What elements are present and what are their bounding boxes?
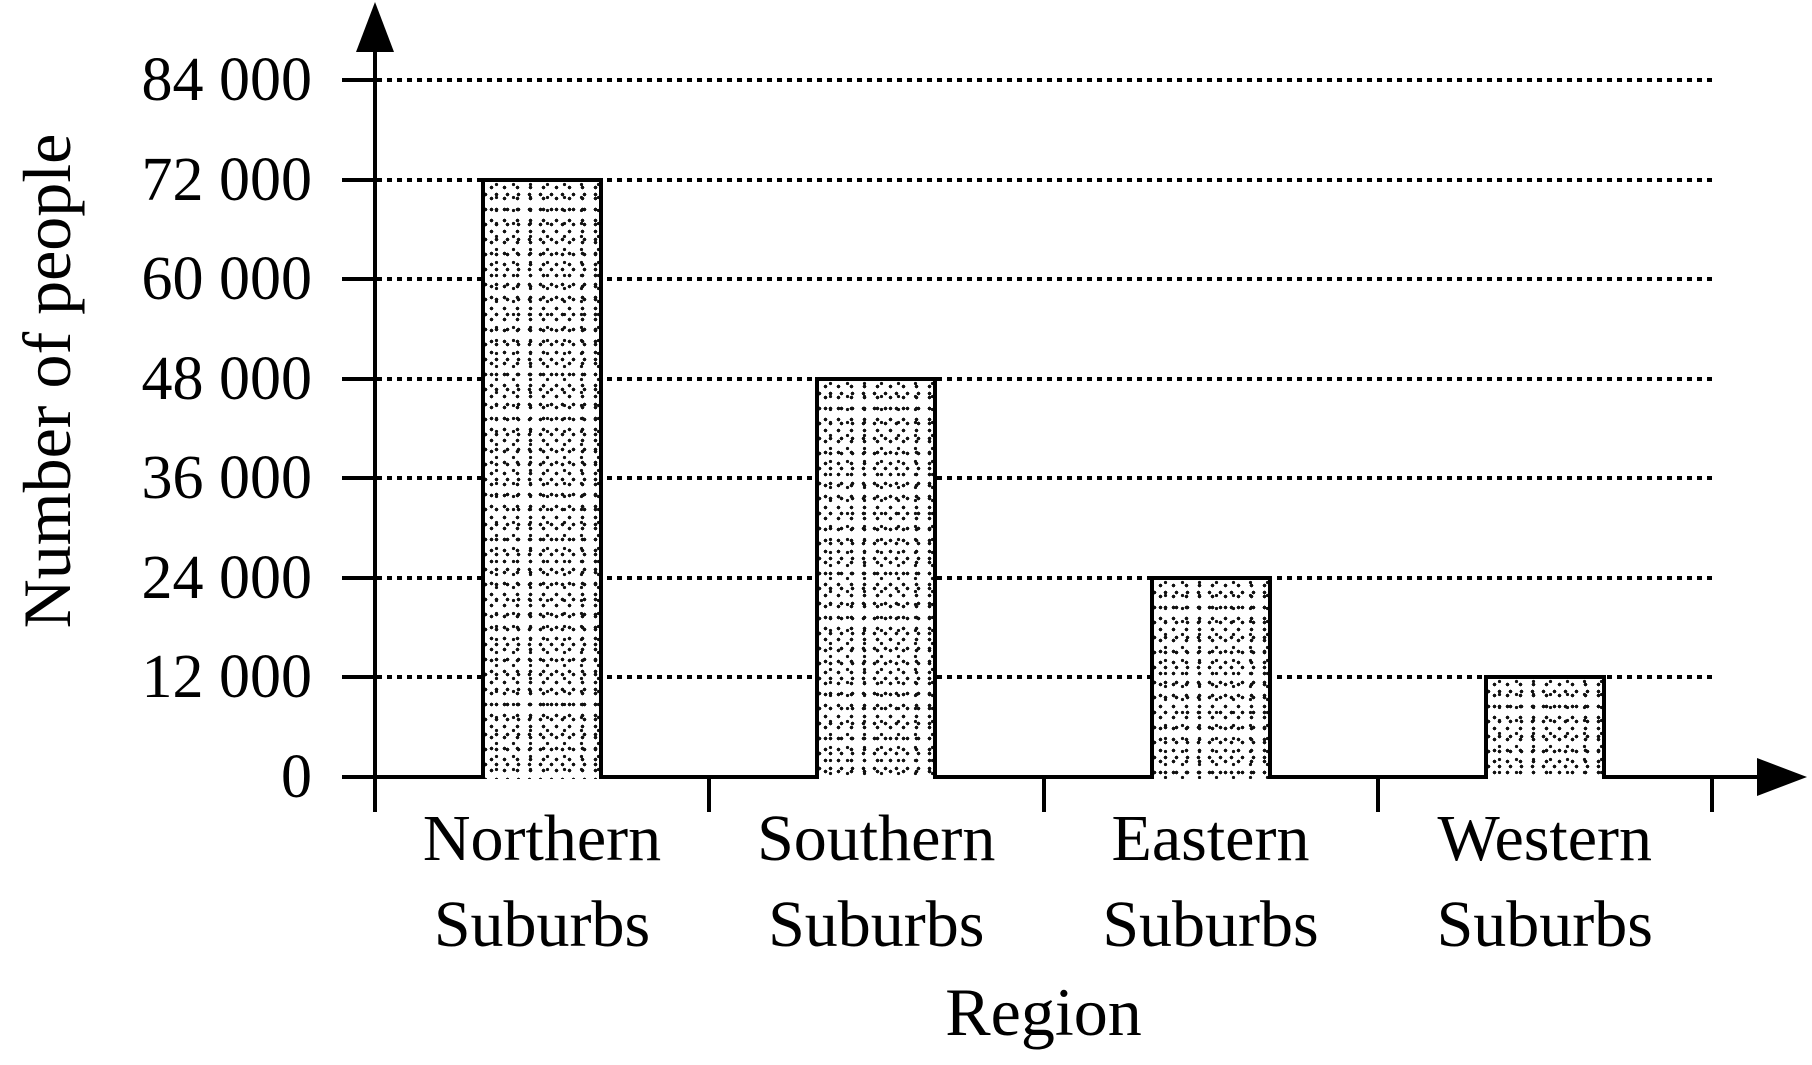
bar-southern-suburbs — [815, 376, 938, 779]
y-axis-tick-60000 — [342, 277, 375, 282]
y-axis-tick-12000 — [342, 675, 375, 680]
gridline-84000 — [377, 78, 1712, 82]
y-tick-label-12000: 12 000 — [141, 643, 313, 712]
gridline-72000 — [377, 177, 1712, 182]
x-tick-label-line: Suburbs — [768, 888, 985, 961]
y-axis-tick-36000 — [342, 476, 375, 481]
x-tick-label-line: Suburbs — [433, 888, 651, 961]
y-axis-arrowhead-icon — [356, 2, 394, 52]
gridline-12000 — [377, 675, 1712, 680]
x-tick-label-line: Western — [1437, 802, 1653, 875]
x-axis-tick-2 — [1041, 779, 1046, 812]
y-tick-label-36000: 36 000 — [141, 444, 313, 513]
x-axis-tick-4 — [1710, 779, 1714, 812]
y-axis-tick-48000 — [342, 376, 375, 381]
x-tick-label-line: Southern — [757, 802, 996, 875]
x-tick-label-line: Suburbs — [1436, 888, 1653, 961]
y-tick-label-84000: 84 000 — [141, 46, 313, 114]
x-tick-label-eastern-suburbs: Eastern Suburbs — [1044, 796, 1378, 968]
y-tick-label-24000: 24 000 — [141, 543, 313, 612]
y-axis-tick-24000 — [342, 575, 375, 580]
x-tick-label-line: Suburbs — [1102, 888, 1319, 961]
x-axis-tick-3 — [1375, 779, 1380, 812]
y-tick-label-0: 0 — [281, 743, 312, 811]
gridline-60000 — [377, 277, 1712, 282]
x-tick-label-line: Northern — [422, 802, 662, 875]
y-axis-tick-84000 — [342, 78, 375, 82]
bar-western-suburbs — [1483, 675, 1606, 779]
x-tick-label-line: Eastern — [1111, 802, 1310, 875]
y-tick-label-48000: 48 000 — [141, 344, 313, 413]
y-axis-tick-0 — [342, 775, 375, 779]
bar-eastern-suburbs — [1149, 575, 1272, 779]
x-tick-label-western-suburbs: Western Suburbs — [1378, 796, 1712, 968]
y-tick-label-60000: 60 000 — [141, 245, 313, 314]
x-axis-tick-1 — [707, 779, 712, 812]
x-axis-line — [373, 775, 1768, 779]
x-axis-arrowhead-icon — [1757, 758, 1807, 796]
x-axis-title: Region — [945, 974, 1142, 1050]
x-tick-label-southern-suburbs: Southern Suburbs — [709, 796, 1043, 968]
bar-northern-suburbs — [481, 177, 604, 779]
gridline-48000 — [377, 376, 1712, 381]
gridline-24000 — [377, 575, 1712, 580]
y-tick-label-72000: 72 000 — [141, 145, 313, 214]
gridline-36000 — [377, 476, 1712, 481]
y-axis-tick-72000 — [342, 177, 375, 182]
x-tick-label-northern-suburbs: Northern Suburbs — [375, 796, 709, 968]
y-axis-line — [373, 42, 377, 812]
